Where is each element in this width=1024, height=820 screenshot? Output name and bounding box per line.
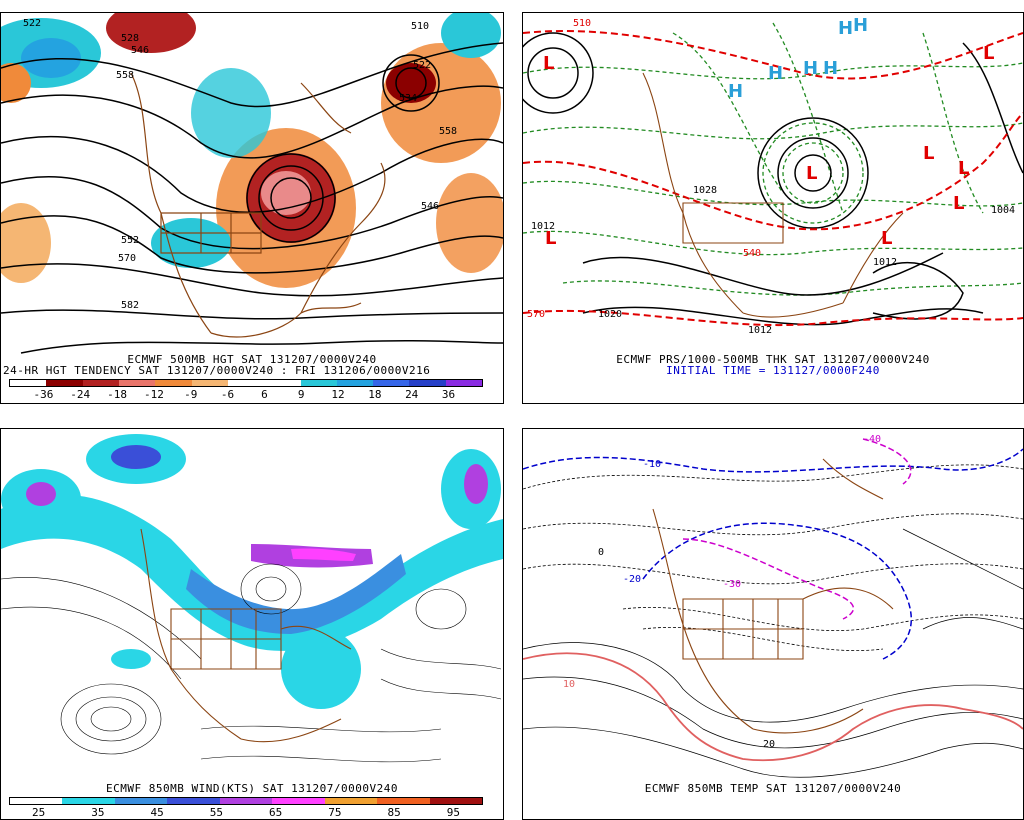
map-500mb xyxy=(1,13,503,354)
contour-label: 528 xyxy=(121,33,140,44)
contour-label: -40 xyxy=(863,434,882,445)
low-pressure-marker: L xyxy=(958,158,970,179)
low-pressure-marker: L xyxy=(953,193,965,214)
tick-label: -24 xyxy=(70,388,91,401)
tick-label: 36 xyxy=(441,388,456,401)
tick-label: 65 xyxy=(269,806,283,819)
tick-label: 55 xyxy=(209,806,223,819)
map-subtitle: 24-HR HGT TENDENCY SAT 131207/0000V240 :… xyxy=(3,364,431,377)
contour-label: 510 xyxy=(573,18,592,29)
contour-label: 1012 xyxy=(873,257,898,268)
tick-label: 35 xyxy=(91,806,105,819)
high-pressure-marker: H xyxy=(803,58,819,79)
contour-label: 10 xyxy=(563,679,576,690)
tick-label: 12 xyxy=(331,388,345,401)
map-title: ECMWF 850MB TEMP SAT 131207/0000V240 xyxy=(644,782,902,795)
map-title: ECMWF PRS/1000-500MB THK SAT 131207/0000… xyxy=(616,353,930,366)
tick-label: 9 xyxy=(297,388,305,401)
high-pressure-marker: H xyxy=(728,81,744,102)
high-pressure-marker: H xyxy=(768,63,784,84)
contour-label: 558 xyxy=(439,126,458,137)
tick-label: -6 xyxy=(220,388,235,401)
tick-label: 85 xyxy=(387,806,401,819)
contour-label: 1012 xyxy=(748,325,773,336)
map-wind xyxy=(1,434,503,763)
tick-label: 18 xyxy=(368,388,382,401)
tick-label: 75 xyxy=(328,806,342,819)
map-pressure xyxy=(523,22,1023,327)
color-bar xyxy=(9,379,483,387)
high-pressure-marker: H xyxy=(838,18,854,39)
panel-500mb-height: 522 528 546 558 510 522 534 558 546 552 … xyxy=(0,12,504,404)
contour-label: 522 xyxy=(413,60,432,71)
color-bar xyxy=(9,797,483,805)
contour-label: 1028 xyxy=(693,185,718,196)
contour-label: 582 xyxy=(121,300,140,311)
tick-label: -9 xyxy=(184,388,198,401)
panel-850mb-wind: ECMWF 850MB WIND(KTS) SAT 131207/0000V24… xyxy=(0,428,504,820)
tick-label: 95 xyxy=(446,806,460,819)
contour-label: 1020 xyxy=(598,309,623,320)
map-title: ECMWF 850MB WIND(KTS) SAT 131207/0000V24… xyxy=(105,782,399,795)
contour-label: 1012 xyxy=(531,221,556,232)
tick-label: 6 xyxy=(261,388,268,401)
contour-label: 540 xyxy=(743,248,762,259)
panel-850mb-temp: -10 -20 -30 -40 10 20 0 ECMWF 850MB TEMP… xyxy=(522,428,1024,820)
color-bar-ticks: -36 -24 -18 -12 -9 -6 6 9 12 18 24 36 xyxy=(25,389,467,401)
contour-label: 522 xyxy=(23,18,42,29)
contour-label: 20 xyxy=(763,739,776,750)
low-pressure-marker: L xyxy=(543,53,555,74)
high-pressure-marker: H xyxy=(853,15,869,36)
contour-label: 510 xyxy=(411,21,430,32)
map-title: ECMWF 500MB HGT SAT 131207/0000V240 xyxy=(127,353,377,366)
map-temp xyxy=(523,438,1023,778)
tick-label: 45 xyxy=(150,806,164,819)
contour-label: 1004 xyxy=(991,205,1016,216)
contour-label: -30 xyxy=(723,579,742,590)
low-pressure-marker: L xyxy=(923,143,935,164)
low-pressure-marker: L xyxy=(806,163,818,184)
contour-label: 570 xyxy=(527,309,546,320)
tick-label: -36 xyxy=(33,388,54,401)
contour-label: 570 xyxy=(118,253,137,264)
contour-label: -10 xyxy=(643,459,662,470)
tick-label: -12 xyxy=(143,388,164,401)
contour-label: -20 xyxy=(623,574,642,585)
contour-label: 0 xyxy=(598,547,605,558)
tick-label: 25 xyxy=(32,806,46,819)
initial-time: INITIAL TIME = 131127/0000F240 xyxy=(666,364,880,377)
panel-pressure-thickness: L L L L L L L L H H H H H H 510 1012 102… xyxy=(522,12,1024,404)
high-pressure-marker: H xyxy=(823,58,839,79)
color-bar-ticks: 25 35 45 55 65 75 85 95 xyxy=(9,807,483,819)
low-pressure-marker: L xyxy=(545,228,557,249)
low-pressure-marker: L xyxy=(983,43,995,64)
tick-label: -18 xyxy=(107,388,127,401)
contour-label: 546 xyxy=(421,201,440,212)
contour-label: 534 xyxy=(399,93,418,104)
low-pressure-marker: L xyxy=(881,228,893,249)
contour-label: 546 xyxy=(131,45,150,56)
tick-label: 24 xyxy=(405,388,419,401)
contour-label: 552 xyxy=(121,235,140,246)
contour-label: 558 xyxy=(116,70,135,81)
